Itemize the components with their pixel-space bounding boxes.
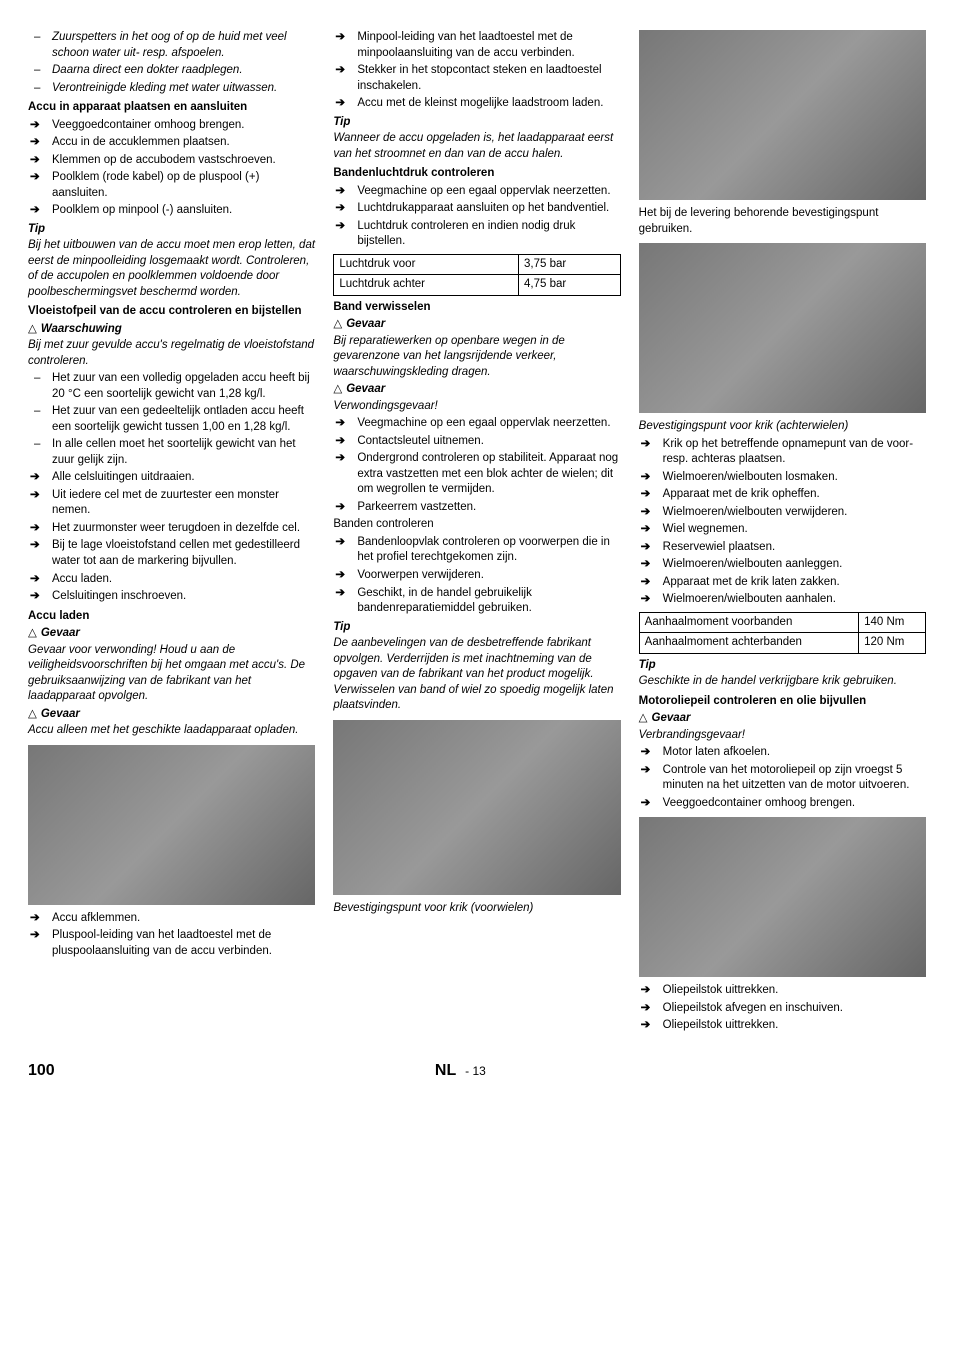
list-item: –Het zuur van een gedeeltelijk ontladen … xyxy=(28,404,315,435)
step-item: ➔Veeggoedcontainer omhoog brengen. xyxy=(639,796,926,812)
step-item: ➔Wielmoeren/wielbouten losmaken. xyxy=(639,470,926,486)
step-item: ➔Accu laden. xyxy=(28,572,315,588)
tip-label: Tip xyxy=(639,658,926,674)
footer-center: NL - 13 xyxy=(435,1060,486,1082)
paragraph: Verbrandingsgevaar! xyxy=(639,728,926,744)
pressure-table: Luchtdruk voor3,75 bar Luchtdruk achter4… xyxy=(333,254,620,296)
heading: Motoroliepeil controleren en olie bijvul… xyxy=(639,694,926,710)
image-placeholder xyxy=(639,30,926,200)
paragraph: De aanbevelingen van de desbetreffende f… xyxy=(333,636,620,714)
step-item: ➔Wielmoeren/wielbouten aanleggen. xyxy=(639,557,926,573)
step-item: ➔Poolklem (rode kabel) op de pluspool (+… xyxy=(28,170,315,201)
paragraph: Het bij de levering behorende bevestigin… xyxy=(639,206,926,237)
list-item: –Daarna direct een dokter raadplegen. xyxy=(28,63,315,79)
step-item: ➔Reservewiel plaatsen. xyxy=(639,540,926,556)
step-item: ➔Apparaat met de krik laten zakken. xyxy=(639,575,926,591)
paragraph: Bij reparatiewerken op openbare wegen in… xyxy=(333,334,620,381)
step-item: ➔Stekker in het stopcontact steken en la… xyxy=(333,63,620,94)
step-item: ➔Alle celsluitingen uitdraaien. xyxy=(28,470,315,486)
step-item: ➔Uit iedere cel met de zuurtester een mo… xyxy=(28,488,315,519)
image-placeholder xyxy=(639,817,926,977)
step-item: ➔Parkeerrem vastzetten. xyxy=(333,500,620,516)
step-item: ➔Celsluitingen inschroeven. xyxy=(28,589,315,605)
warning-label: △Waarschuwing xyxy=(28,322,315,338)
heading: Bandenluchtdruk controleren xyxy=(333,166,620,182)
step-item: ➔Wielmoeren/wielbouten aanhalen. xyxy=(639,592,926,608)
table-row: Luchtdruk achter4,75 bar xyxy=(334,275,620,296)
column-2: ➔Minpool-leiding van het laadtoestel met… xyxy=(333,30,620,1036)
column-1: –Zuurspetters in het oog of op de huid m… xyxy=(28,30,315,1036)
heading: Accu in apparaat plaatsen en aansluiten xyxy=(28,100,315,116)
table-row: Aanhaalmoment achterbanden120 Nm xyxy=(639,633,925,654)
step-item: ➔Contactsleutel uitnemen. xyxy=(333,434,620,450)
table-row: Aanhaalmoment voorbanden140 Nm xyxy=(639,612,925,633)
step-item: ➔Krik op het betreffende opnamepunt van … xyxy=(639,437,926,468)
image-caption: Bevestigingspunt voor krik (voorwielen) xyxy=(333,901,620,917)
paragraph: Gevaar voor verwonding! Houd u aan de ve… xyxy=(28,643,315,705)
step-item: ➔Geschikt, in de handel gebruikelijk ban… xyxy=(333,586,620,617)
heading: Band verwisselen xyxy=(333,300,620,316)
step-item: ➔Controle van het motoroliepeil op zijn … xyxy=(639,763,926,794)
paragraph: Verwondingsgevaar! xyxy=(333,399,620,415)
torque-table: Aanhaalmoment voorbanden140 Nm Aanhaalmo… xyxy=(639,612,926,654)
step-item: ➔Poolklem op minpool (-) aansluiten. xyxy=(28,203,315,219)
column-3: Het bij de levering behorende bevestigin… xyxy=(639,30,926,1036)
tip-label: Tip xyxy=(28,222,315,238)
paragraph: Bij het uitbouwen van de accu moet men e… xyxy=(28,238,315,300)
step-item: ➔Bij te lage vloeistofstand cellen met g… xyxy=(28,538,315,569)
list-item: –In alle cellen moet het soortelijk gewi… xyxy=(28,437,315,468)
step-item: ➔Bandenloopvlak controleren op voorwerpe… xyxy=(333,535,620,566)
warning-label: △Gevaar xyxy=(28,707,315,723)
step-item: ➔Accu in de accuklemmen plaatsen. xyxy=(28,135,315,151)
list-item: –Zuurspetters in het oog of op de huid m… xyxy=(28,30,315,61)
heading: Vloeistofpeil van de accu controleren en… xyxy=(28,304,315,320)
image-caption: Bevestigingspunt voor krik (achterwielen… xyxy=(639,419,926,435)
step-item: ➔Veeggoedcontainer omhoog brengen. xyxy=(28,118,315,134)
image-placeholder xyxy=(639,243,926,413)
warning-label: △Gevaar xyxy=(639,711,926,727)
step-item: ➔Oliepeilstok uittrekken. xyxy=(639,983,926,999)
step-item: ➔Het zuurmonster weer terugdoen in dezel… xyxy=(28,521,315,537)
step-item: ➔Minpool-leiding van het laadtoestel met… xyxy=(333,30,620,61)
step-item: ➔Oliepeilstok uittrekken. xyxy=(639,1018,926,1034)
warning-label: △Gevaar xyxy=(28,626,315,642)
paragraph: Wanneer de accu opgeladen is, het laadap… xyxy=(333,131,620,162)
image-placeholder xyxy=(28,745,315,905)
page-footer: 100 NL - 13 xyxy=(28,1060,926,1082)
step-item: ➔Oliepeilstok afvegen en inschuiven. xyxy=(639,1001,926,1017)
step-item: ➔Veegmachine op een egaal oppervlak neer… xyxy=(333,416,620,432)
step-item: ➔Ondergrond controleren op stabiliteit. … xyxy=(333,451,620,498)
page-number: 100 xyxy=(28,1060,55,1082)
step-item: ➔Pluspool-leiding van het laadtoestel me… xyxy=(28,928,315,959)
step-item: ➔Apparaat met de krik opheffen. xyxy=(639,487,926,503)
step-item: ➔Accu afklemmen. xyxy=(28,911,315,927)
step-item: ➔Wiel wegnemen. xyxy=(639,522,926,538)
step-item: ➔Luchtdrukapparaat aansluiten op het ban… xyxy=(333,201,620,217)
image-placeholder xyxy=(333,720,620,895)
step-item: ➔Accu met de kleinst mogelijke laadstroo… xyxy=(333,96,620,112)
warning-label: △Gevaar xyxy=(333,317,620,333)
step-item: ➔Klemmen op de accubodem vastschroeven. xyxy=(28,153,315,169)
tip-label: Tip xyxy=(333,620,620,636)
paragraph: Banden controleren xyxy=(333,517,620,533)
step-item: ➔Luchtdruk controleren en indien nodig d… xyxy=(333,219,620,250)
table-row: Luchtdruk voor3,75 bar xyxy=(334,254,620,275)
step-item: ➔Voorwerpen verwijderen. xyxy=(333,568,620,584)
paragraph: Accu alleen met het geschikte laadappara… xyxy=(28,723,315,739)
step-item: ➔Motor laten afkoelen. xyxy=(639,745,926,761)
paragraph: Bij met zuur gevulde accu's regelmatig d… xyxy=(28,338,315,369)
step-item: ➔Veegmachine op een egaal oppervlak neer… xyxy=(333,184,620,200)
heading: Accu laden xyxy=(28,609,315,625)
step-item: ➔Wielmoeren/wielbouten verwijderen. xyxy=(639,505,926,521)
tip-label: Tip xyxy=(333,115,620,131)
warning-label: △Gevaar xyxy=(333,382,620,398)
list-item: –Het zuur van een volledig opgeladen acc… xyxy=(28,371,315,402)
list-item: –Verontreinigde kleding met water uitwas… xyxy=(28,81,315,97)
paragraph: Geschikte in de handel verkrijgbare krik… xyxy=(639,674,926,690)
